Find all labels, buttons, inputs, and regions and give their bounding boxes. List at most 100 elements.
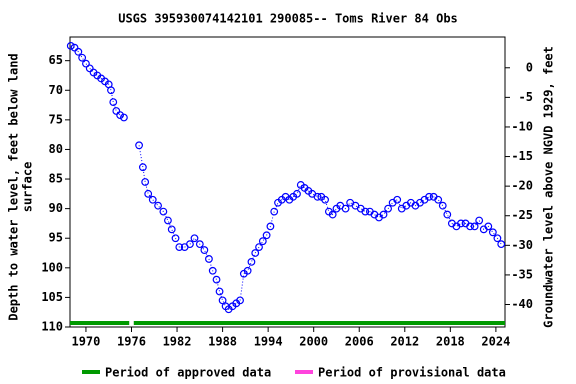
data-point: [144, 189, 153, 198]
y2-tick-label: -30: [511, 238, 533, 252]
y-tick-label: 105: [41, 290, 63, 304]
x-tick-label: 2024: [481, 335, 510, 349]
data-point: [466, 222, 474, 231]
data-point: [313, 192, 322, 201]
series-line: [70, 45, 502, 310]
y2-tick-label: -40: [511, 297, 533, 311]
x-tick-label: 2000: [299, 335, 328, 349]
period-bar: [133, 321, 505, 325]
data-point: [148, 195, 157, 204]
data-point: [215, 287, 224, 296]
data-point: [175, 243, 184, 252]
x-tick-label: 2018: [436, 335, 465, 349]
data-point: [141, 178, 150, 186]
data-point: [164, 216, 172, 225]
y-tick-label: 95: [49, 231, 63, 245]
period-bar: [70, 321, 130, 325]
data-point: [484, 222, 493, 231]
data-point: [171, 234, 180, 243]
data-point: [120, 113, 128, 122]
y-tick-label: 110: [41, 320, 63, 334]
data-point: [154, 201, 162, 210]
data-point: [107, 86, 115, 95]
data-point: [208, 266, 217, 275]
data-point: [475, 216, 484, 225]
x-tick-label: 1982: [163, 335, 192, 349]
y2-tick-label: -35: [511, 267, 533, 281]
data-point: [78, 53, 87, 62]
chart-title: USGS 395930074142101 290085-- Toms River…: [118, 12, 458, 26]
data-point: [167, 225, 176, 234]
x-tick-label: 1976: [117, 335, 146, 349]
data-point: [384, 204, 392, 213]
x-tick-label: 2012: [390, 335, 419, 349]
data-point: [425, 192, 433, 201]
y2-tick-label: -15: [511, 149, 533, 163]
data-point: [470, 222, 479, 231]
data-point: [109, 98, 118, 107]
data-point: [138, 163, 147, 172]
data-point: [443, 210, 452, 219]
data-point: [236, 296, 244, 305]
x-tick-label: 1994: [254, 335, 283, 349]
data-point: [205, 255, 213, 263]
data-point: [85, 64, 94, 73]
data-point: [270, 207, 279, 216]
data-point: [262, 231, 271, 240]
y-tick-label: 65: [49, 53, 63, 67]
data-point: [218, 296, 227, 305]
data-point: [186, 240, 194, 249]
data-point: [321, 195, 329, 204]
data-point: [328, 210, 337, 219]
data-point: [247, 257, 256, 266]
data-point: [258, 237, 267, 246]
y2-tick-label: 0: [526, 60, 533, 74]
data-point: [497, 240, 506, 249]
x-tick-label: 1970: [71, 335, 100, 349]
y2-tick-label: -25: [511, 208, 533, 222]
data-point: [434, 195, 443, 204]
data-point: [195, 240, 204, 249]
x-tick-label: 1988: [208, 335, 237, 349]
data-point: [488, 228, 497, 237]
y-tick-label: 90: [49, 201, 63, 215]
y-tick-label: 75: [49, 112, 63, 126]
data-point: [361, 207, 370, 216]
legend-label: Period of provisional data: [318, 366, 506, 380]
data-point: [74, 47, 83, 56]
y-tick-label: 85: [49, 172, 63, 186]
y2-tick-label: -20: [511, 179, 533, 193]
y2-tick-label: -10: [511, 119, 533, 133]
plot-frame: [69, 36, 506, 328]
data-point: [341, 204, 350, 213]
data-point: [251, 249, 260, 257]
legend-label: Period of approved data: [105, 366, 271, 380]
data-point: [116, 111, 125, 120]
data-point: [135, 141, 143, 150]
data-point: [457, 219, 465, 228]
y-axis-label: Depth to water level, feet below land: [7, 53, 21, 320]
data-point: [266, 222, 275, 231]
data-point: [112, 107, 121, 115]
data-point: [212, 275, 221, 284]
data-point: [200, 246, 209, 254]
y-tick-label: 80: [49, 142, 63, 156]
data-point: [243, 266, 252, 275]
data-point: [438, 201, 447, 210]
data-point: [293, 189, 301, 198]
y-tick-label: 100: [41, 260, 63, 274]
y-axis-label: surface: [21, 162, 35, 213]
data-point: [393, 195, 402, 204]
data-point: [379, 210, 388, 219]
data-point: [159, 207, 168, 216]
data-point: [66, 41, 75, 50]
data-point: [82, 59, 90, 68]
data-point: [493, 234, 502, 243]
y2-axis-label: Groundwater level above NGVD 1929, feet: [542, 46, 556, 328]
data-point: [190, 234, 199, 243]
y2-tick-label: -5: [519, 90, 533, 104]
x-tick-label: 2006: [345, 335, 374, 349]
data-point: [255, 243, 263, 252]
